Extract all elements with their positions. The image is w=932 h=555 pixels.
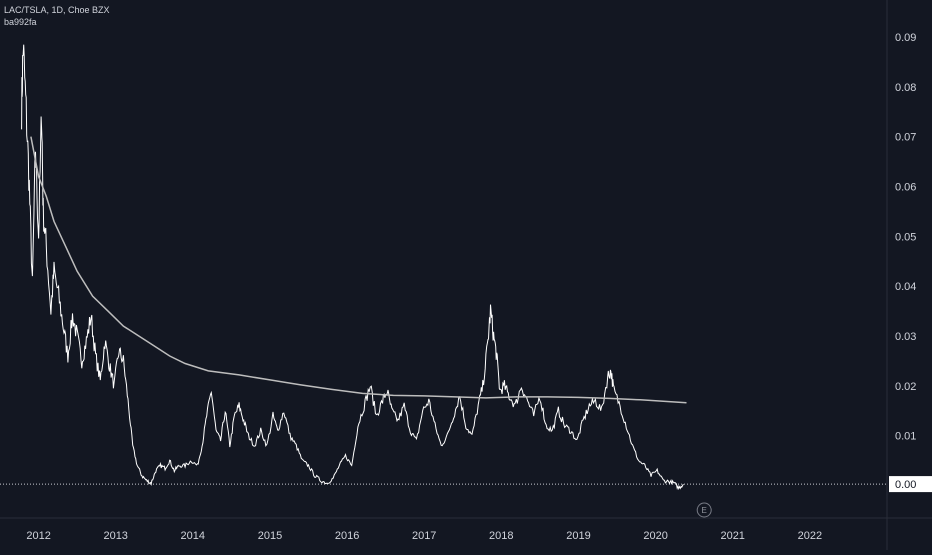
x-tick-label: 2013 — [103, 530, 127, 542]
y-tick-label: 0.02 — [895, 381, 916, 393]
earnings-marker-label: E — [702, 506, 707, 515]
x-tick-label: 2017 — [412, 530, 436, 542]
y-tick-label: 0.09 — [895, 32, 916, 44]
y-tick-label: 0.03 — [895, 331, 916, 343]
y-tick-label: 0.04 — [895, 281, 916, 293]
y-tick-label: 0.07 — [895, 132, 916, 144]
last-value-box — [889, 476, 932, 493]
x-tick-label: 2019 — [566, 530, 590, 542]
earnings-marker-icon — [696, 502, 712, 518]
chart-header: LAC/TSLA, 1D, Choe BZX ba992fa — [4, 4, 110, 28]
indicator-label: ba992fa — [4, 17, 37, 27]
x-tick-label: 2014 — [181, 530, 205, 542]
x-tick-label: 2022 — [798, 530, 822, 542]
y-tick-label: 0.05 — [895, 231, 916, 243]
moving-average-line — [30, 136, 687, 404]
y-tick-label: 0.01 — [895, 431, 916, 443]
y-tick-label: 0.06 — [895, 182, 916, 194]
price-series-line — [21, 44, 684, 491]
x-tick-label: 2021 — [720, 530, 744, 542]
x-tick-label: 2018 — [489, 530, 513, 542]
x-tick-label: 2012 — [26, 530, 50, 542]
x-tick-label: 2015 — [258, 530, 282, 542]
last-value-label: 0.00 — [895, 479, 916, 491]
x-tick-label: 2020 — [643, 530, 667, 542]
y-tick-label: 0.08 — [895, 82, 916, 94]
symbol-title: LAC/TSLA, 1D, Choe BZX — [4, 5, 110, 15]
x-tick-label: 2016 — [335, 530, 359, 542]
